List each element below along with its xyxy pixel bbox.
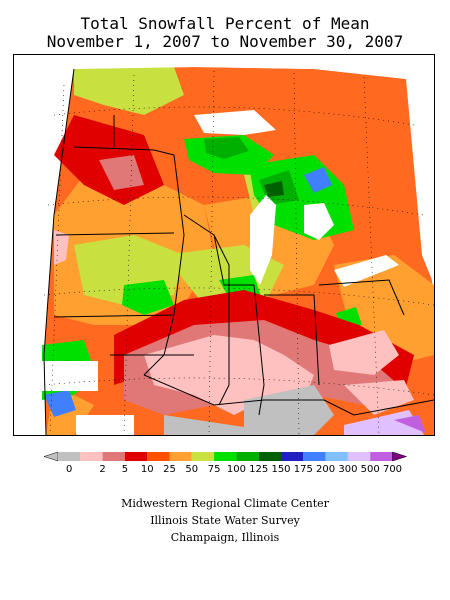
- zone-blue-north: [304, 167, 332, 193]
- lake-superior: [194, 110, 276, 135]
- legend-swatch: [147, 452, 170, 461]
- legend-swatch: [281, 452, 304, 461]
- legend-swatch: [370, 452, 393, 461]
- zone-verydarkgreen: [264, 181, 284, 197]
- zone-pink-east: [329, 330, 399, 375]
- legend-arrow-low: [43, 451, 59, 462]
- legend-label: 100: [227, 464, 246, 475]
- legend-label: 150: [271, 464, 290, 475]
- lake-erie: [334, 255, 399, 287]
- legend-label: 0: [66, 464, 72, 475]
- credit-center: Midwestern Regional Climate Center: [121, 497, 329, 510]
- zone-pink-west: [54, 230, 69, 265]
- snowfall-map: [13, 54, 435, 436]
- legend-swatch: [80, 452, 103, 461]
- legend-label: 2: [99, 464, 105, 475]
- legend-swatch: [191, 452, 215, 461]
- legend-swatch: [325, 452, 348, 461]
- zone-grey-southwest: [164, 415, 244, 435]
- legend-label: 700: [383, 464, 402, 475]
- legend-swatch: [236, 452, 259, 461]
- legend-label: 500: [361, 464, 380, 475]
- map-title: Total Snowfall Percent of Mean: [80, 14, 370, 33]
- outside-east-mask: [406, 79, 434, 285]
- state-borders: [43, 68, 434, 435]
- color-legend: 0 2 5 10 25 50 75 100 125 150 175 200 300 500 700: [43, 451, 408, 475]
- legend-label: 200: [316, 464, 335, 475]
- nodata-southwest: [76, 415, 134, 435]
- legend-label: 175: [294, 464, 313, 475]
- zone-yellowgreen-north: [74, 67, 184, 115]
- legend-swatch: [258, 452, 281, 461]
- zone-purple-edge: [344, 410, 424, 435]
- zone-green-west-blob: [122, 280, 174, 315]
- legend-label: 50: [185, 464, 198, 475]
- legend-label: 125: [249, 464, 268, 475]
- map-graphic: [14, 55, 434, 435]
- legend-swatch: [58, 452, 81, 461]
- legend-swatch: [102, 452, 125, 461]
- legend-label: 10: [141, 464, 154, 475]
- zone-grey-south: [244, 385, 334, 435]
- legend-label: 75: [208, 464, 221, 475]
- legend-label: 25: [163, 464, 176, 475]
- legend-arrow-high: [392, 451, 408, 462]
- lake-michigan: [250, 195, 276, 285]
- nodata-west: [38, 361, 98, 391]
- zone-magenta-edge: [394, 415, 426, 433]
- outside-north-mask: [14, 55, 434, 215]
- legend-swatch: [169, 452, 192, 461]
- map-date-range: November 1, 2007 to November 30, 2007: [46, 32, 404, 51]
- outside-west-mask: [14, 215, 44, 435]
- lake-huron: [304, 203, 334, 240]
- zone-salmon-northwest: [99, 155, 144, 190]
- graticule: [43, 70, 434, 435]
- credit-survey: Illinois State Water Survey: [150, 514, 300, 527]
- legend-label: 300: [338, 464, 357, 475]
- legend-swatch: [347, 452, 371, 461]
- zone-blue-southwest: [44, 390, 76, 417]
- legend-label: 5: [122, 464, 128, 475]
- legend-swatch: [303, 452, 326, 461]
- zone-pink-southeast: [344, 380, 414, 415]
- legend-swatch: [124, 452, 148, 461]
- legend-swatch: [214, 452, 237, 461]
- zone-darkgreen-upper: [204, 137, 249, 159]
- credit-location: Champaign, Illinois: [170, 531, 280, 544]
